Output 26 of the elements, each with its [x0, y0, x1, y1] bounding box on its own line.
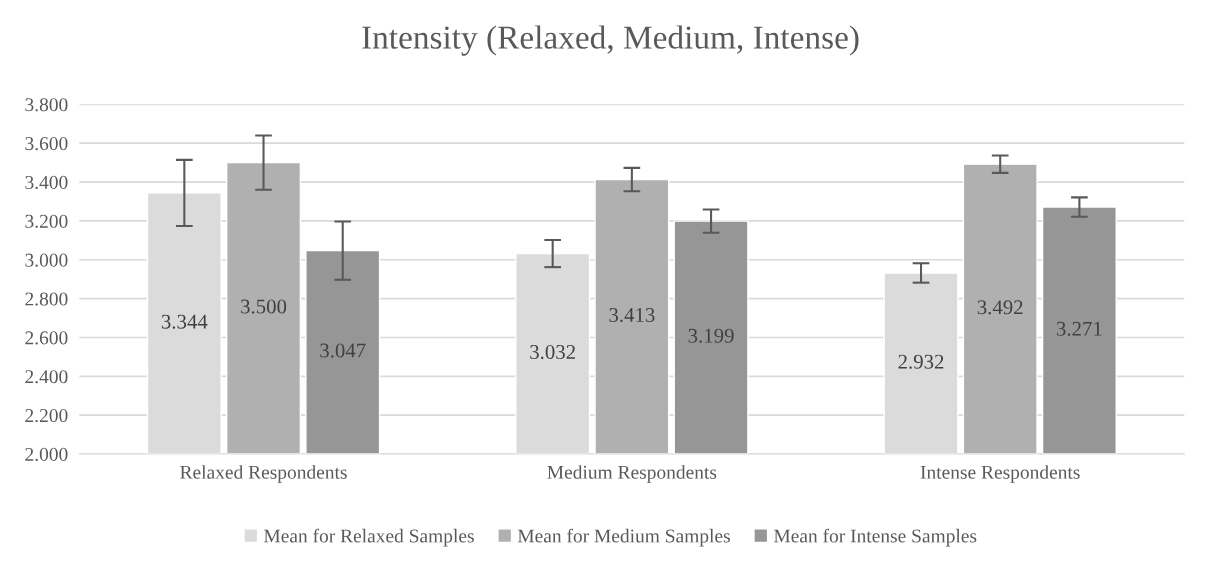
- data-label: 3.344: [161, 314, 208, 329]
- y-tick-label: 2.200: [25, 408, 68, 423]
- data-label: 3.500: [241, 299, 287, 314]
- chart-title: Intensity (Relaxed, Medium, Intense): [362, 25, 859, 56]
- y-tick-label: 2.000: [25, 447, 68, 462]
- y-tick-label: 3.600: [25, 137, 68, 151]
- x-tick-label: Medium Respondents: [547, 465, 717, 483]
- y-tick-label: 2.400: [25, 370, 68, 384]
- legend-label: Mean for Medium Samples: [517, 528, 730, 547]
- legend-label: Mean for Intense Samples: [774, 528, 977, 547]
- legend-label: Mean for Relaxed Samples: [263, 528, 474, 547]
- data-label: 3.413: [609, 307, 655, 323]
- y-tick-label: 3.400: [25, 175, 68, 190]
- y-tick-label: 3.000: [25, 253, 68, 267]
- x-tick-label: Intense Respondents: [920, 465, 1080, 483]
- data-label: 2.932: [898, 354, 944, 369]
- y-tick-label: 3.800: [25, 98, 68, 112]
- data-label: 3.271: [1056, 321, 1102, 336]
- y-tick-label: 2.600: [25, 331, 68, 345]
- x-tick-label: Relaxed Respondents: [180, 465, 347, 483]
- y-tick-label: 2.800: [25, 292, 68, 306]
- data-label: 3.492: [977, 300, 1023, 315]
- data-label: 3.032: [530, 344, 575, 360]
- data-label: 3.047: [320, 343, 366, 358]
- data-label: 3.199: [688, 328, 734, 343]
- y-tick-label: 3.200: [25, 214, 68, 228]
